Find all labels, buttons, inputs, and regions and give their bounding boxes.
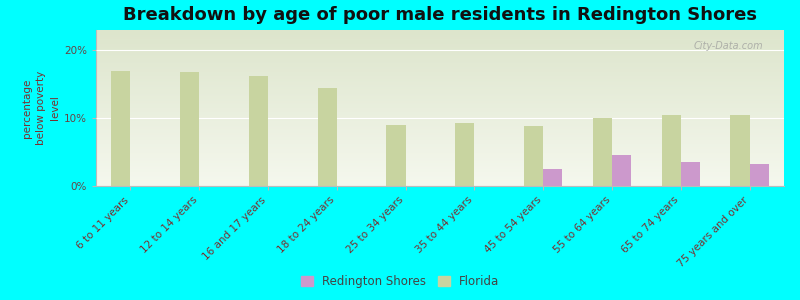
Bar <box>593 118 612 186</box>
Bar <box>524 126 543 186</box>
Bar <box>662 115 681 186</box>
Bar <box>543 169 562 186</box>
Bar <box>180 72 199 186</box>
Y-axis label: percentage
below poverty
level: percentage below poverty level <box>22 71 60 145</box>
Legend: Redington Shores, Florida: Redington Shores, Florida <box>295 269 505 294</box>
Bar <box>681 162 700 186</box>
Bar <box>612 155 631 186</box>
Bar <box>386 125 406 186</box>
Bar <box>750 164 769 186</box>
Bar <box>730 115 750 186</box>
Bar <box>111 71 130 186</box>
Bar <box>455 123 474 186</box>
Title: Breakdown by age of poor male residents in Redington Shores: Breakdown by age of poor male residents … <box>123 6 757 24</box>
Bar <box>249 76 268 186</box>
Bar <box>318 88 337 186</box>
Text: City-Data.com: City-Data.com <box>694 41 763 51</box>
